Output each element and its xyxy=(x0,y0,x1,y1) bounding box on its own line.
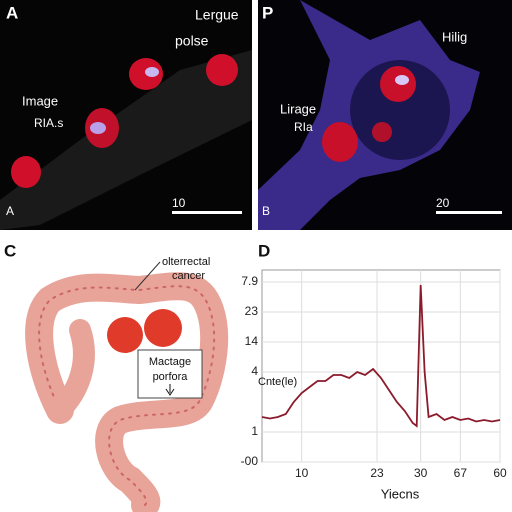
y-tick-label: 14 xyxy=(245,334,259,348)
scale-label: 20 xyxy=(436,196,450,210)
label: RIa xyxy=(294,120,313,134)
callout-line xyxy=(134,261,161,291)
y-tick-label: 7.9 xyxy=(241,274,258,288)
label: Lergue xyxy=(195,7,239,23)
scale-bar xyxy=(436,211,502,214)
callout-box-text: porfora xyxy=(153,371,189,383)
x-axis-label: Yiecns xyxy=(381,486,420,501)
cells xyxy=(11,54,238,188)
callout-box-text: Mactage xyxy=(149,356,191,368)
panel-letter: P xyxy=(262,3,273,22)
scale-label: 10 xyxy=(172,196,186,210)
label: Hilig xyxy=(442,29,467,44)
arrow xyxy=(165,384,175,396)
x-tick-label: 30 xyxy=(414,466,428,480)
x-tick-label: 10 xyxy=(295,466,309,480)
corner-label: B xyxy=(262,204,270,218)
label: RIA.s xyxy=(34,116,63,130)
cells xyxy=(322,66,416,162)
x-tick-label: 67 xyxy=(454,466,468,480)
y-tick-label: 23 xyxy=(245,304,259,318)
panel-letter: C xyxy=(4,241,16,260)
tissue xyxy=(0,50,252,230)
plot-frame xyxy=(261,269,501,463)
corner-label: A xyxy=(6,204,14,218)
callout: olterrectal xyxy=(162,256,210,268)
x-tick-label: 23 xyxy=(370,466,384,480)
scale-bar xyxy=(172,211,242,214)
x-tick-label: 60 xyxy=(493,466,507,480)
line xyxy=(261,284,501,428)
y-tick-label: 1 xyxy=(251,424,258,438)
panel-letter: A xyxy=(6,3,18,22)
callout: cancer xyxy=(172,270,205,282)
label: Image xyxy=(22,93,58,108)
panel-letter: D xyxy=(258,241,270,260)
tumor xyxy=(144,309,182,347)
tumor xyxy=(107,317,143,353)
colon-diagram xyxy=(25,272,229,512)
label: Lirage xyxy=(280,101,316,116)
y-tick-label: 4 xyxy=(251,364,258,378)
y-axis-label: Cnte(le) xyxy=(258,376,297,388)
label: polse xyxy=(175,33,209,49)
y-tick-label: -00 xyxy=(241,454,259,468)
